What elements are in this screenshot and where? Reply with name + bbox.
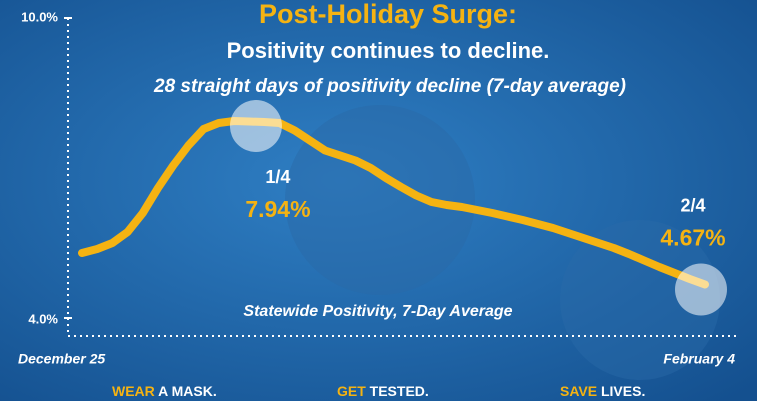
- slogan-highlight: GET: [337, 383, 366, 399]
- y-tick-label: 10.0%: [21, 9, 58, 24]
- x-tick-label: December 25: [18, 351, 105, 367]
- slogan: SAVE LIVES.: [560, 383, 645, 399]
- highlight-point: [229, 100, 282, 152]
- slogan-rest: A MASK.: [158, 383, 217, 399]
- slogan: WEAR A MASK.: [112, 383, 217, 399]
- value-label: 4.67%: [660, 225, 725, 251]
- slogan-rest: TESTED.: [370, 383, 429, 399]
- series-label: Statewide Positivity, 7-Day Average: [243, 303, 512, 320]
- point-label: 1/4: [265, 167, 290, 187]
- value-label: 7.94%: [245, 196, 310, 222]
- slogan-rest: LIVES.: [601, 383, 645, 399]
- chart-subtitle: Positivity continues to decline.: [227, 38, 550, 63]
- slogan: GET TESTED.: [337, 383, 429, 399]
- chart-title: Post-Holiday Surge:: [259, 0, 517, 29]
- slogan-highlight: WEAR: [112, 383, 155, 399]
- series-line: [78, 117, 709, 289]
- point-label: 2/4: [680, 195, 705, 215]
- slogan-highlight: SAVE: [560, 383, 597, 399]
- virus-illustration: [285, 105, 475, 295]
- highlight-point: [675, 263, 727, 316]
- chart-caption: 28 straight days of positivity decline (…: [153, 76, 626, 97]
- virus-illustration: [560, 220, 720, 380]
- x-tick-label: February 4: [663, 351, 735, 367]
- y-tick-label: 4.0%: [28, 311, 58, 326]
- footer: WEAR A MASK. GET TESTED. SAVE LIVES.: [112, 383, 645, 399]
